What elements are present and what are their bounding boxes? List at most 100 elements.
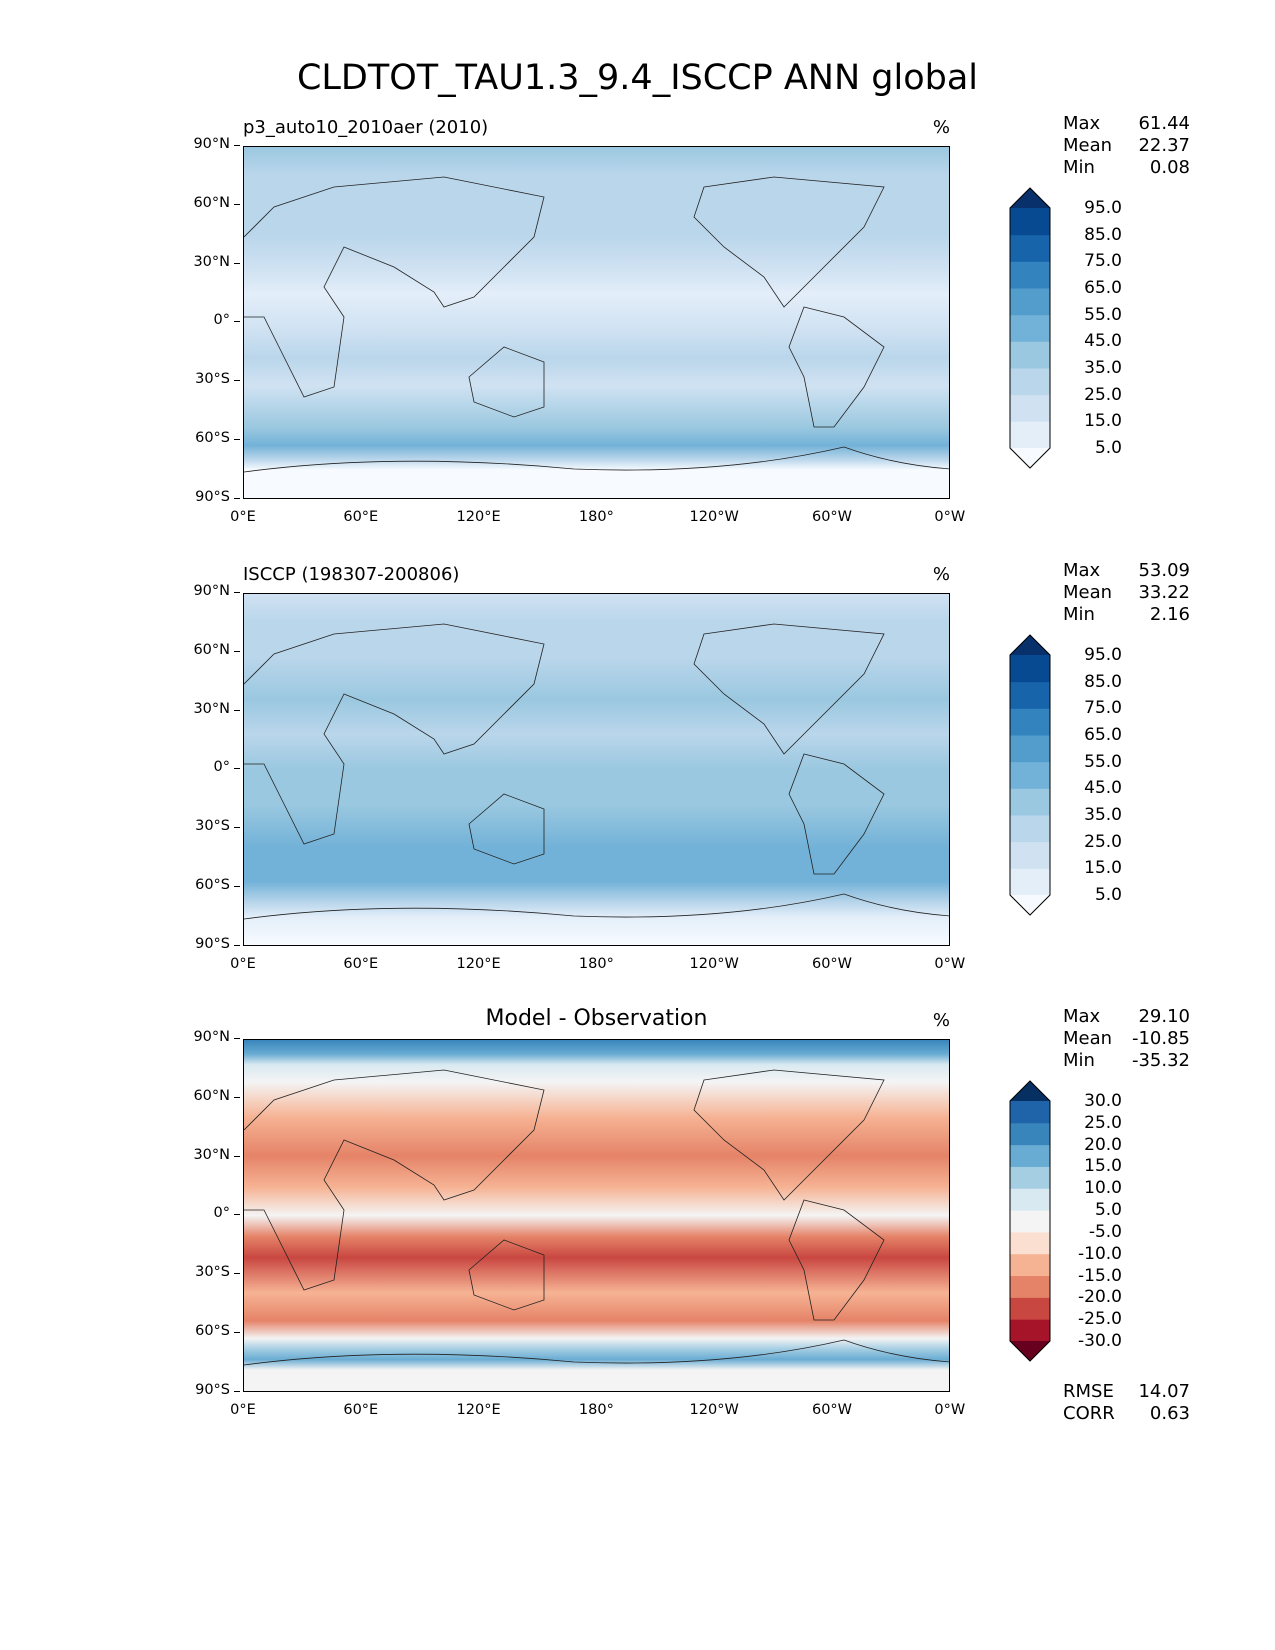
stat-value: 0.63 [1149, 1403, 1190, 1424]
colorbar-bin [1010, 1275, 1050, 1298]
min-stat: Min 2.16 [1063, 604, 1190, 626]
colorbar [1009, 634, 1051, 916]
colorbar-tick-label: 5.0 [1094, 1200, 1122, 1221]
colorbar-tick-label: 35.0 [1084, 805, 1122, 825]
map-panel [243, 146, 950, 499]
y-tick-label: 30°N [193, 1146, 240, 1163]
x-tick-label: 60°W [811, 956, 853, 972]
x-tick-label: 0°E [230, 509, 256, 525]
stat-value: -35.32 [1131, 1050, 1190, 1071]
colorbar [1008, 1079, 1053, 1367]
stat-label: Mean [1063, 135, 1113, 156]
colorbar-tick-label: 95.0 [1084, 645, 1122, 665]
colorbar-bin [1010, 1231, 1050, 1255]
y-tick-label: 30°S [195, 1264, 240, 1281]
y-tick-label: 90°S [195, 1381, 240, 1398]
mean-stat: Mean -10.85 [1063, 1028, 1190, 1050]
stat-value: 2.16 [1149, 604, 1190, 625]
y-tick-label: 60°S [195, 877, 240, 893]
colorbar-tick-label: 35.0 [1084, 358, 1122, 378]
colorbar-tick-label: -5.0 [1088, 1221, 1122, 1242]
y-tick-label: 30°S [195, 818, 240, 835]
y-tick-label: 60°N [193, 641, 240, 658]
colorbar-extend-min [1010, 448, 1050, 468]
colorbar-bin [1010, 868, 1050, 896]
x-tick-label: 0°E [230, 1402, 256, 1418]
coastlines [244, 623, 949, 920]
colorbar-bin [1010, 314, 1050, 342]
stat-label: CORR [1063, 1403, 1115, 1424]
stat-value: 22.37 [1138, 135, 1190, 156]
x-tick-label: 0°W [934, 509, 966, 525]
y-tick-label: 90°S [195, 488, 240, 505]
colorbar-tick-label: -25.0 [1078, 1309, 1122, 1330]
colorbar [1008, 633, 1053, 921]
stat-value: 14.07 [1138, 1381, 1190, 1402]
stats-box: Max 53.09 Mean 33.22 Min 2.16 [1063, 560, 1190, 626]
colorbar-tick-label: -30.0 [1078, 1331, 1122, 1351]
max-stat: Max 29.10 [1063, 1006, 1190, 1028]
colorbar-bin [1010, 815, 1050, 843]
y-tick-label: 30°S [195, 371, 240, 388]
colorbar-bin [1010, 394, 1050, 422]
x-tick-label: 60°E [343, 956, 379, 972]
x-tick-label: 120°E [456, 956, 501, 972]
colorbar-tick-label: 30.0 [1084, 1091, 1122, 1111]
colorbar-extend-min [1010, 895, 1050, 915]
colorbar-tick-label: -20.0 [1078, 1287, 1122, 1308]
x-tick-label: 120°E [456, 1402, 501, 1418]
rmse-stat: RMSE 14.07 [1063, 1381, 1190, 1403]
x-tick-label: 180° [578, 509, 614, 525]
x-tick-label: 0°W [934, 956, 966, 972]
y-tick-label: 30°N [193, 253, 240, 270]
x-tick-label: 0°W [934, 1402, 966, 1418]
colorbar-bin [1010, 735, 1050, 763]
x-tick-label: 60°W [811, 509, 853, 525]
stat-label: Mean [1063, 582, 1113, 603]
colorbar-tick-label: 15.0 [1084, 858, 1122, 879]
stats-box: Max 29.10 Mean -10.85 Min -35.32 [1063, 1006, 1190, 1072]
y-tick-label: 90°N [193, 136, 240, 152]
stat-value: 29.10 [1138, 1006, 1190, 1027]
figure-title: CLDTOT_TAU1.3_9.4_ISCCP ANN global [296, 58, 979, 98]
colorbar-tick-label: 15.0 [1084, 411, 1122, 432]
colorbar-bin [1010, 681, 1050, 709]
x-tick-label: 180° [578, 1402, 614, 1418]
colorbar-tick-label: 75.0 [1084, 698, 1122, 719]
colorbar-bin [1010, 1297, 1050, 1320]
x-tick-label: 180° [578, 956, 614, 972]
colorbar-bin [1010, 708, 1050, 736]
stat-label: Max [1063, 1006, 1101, 1027]
colorbar-tick-label: -10.0 [1078, 1243, 1122, 1264]
y-tick-label: 30°N [193, 700, 240, 717]
colorbar-tick-label: 5.0 [1094, 885, 1122, 905]
y-tick-label: 60°S [195, 1323, 240, 1339]
coastlines [244, 176, 949, 473]
stat-value: -10.85 [1131, 1028, 1190, 1049]
metrics-box: RMSE 14.07 CORR 0.63 [1063, 1381, 1190, 1425]
colorbar-tick-label: 85.0 [1084, 224, 1122, 245]
stat-label: Min [1063, 604, 1095, 625]
x-tick-label: 60°E [343, 1402, 379, 1418]
colorbar-bin [1010, 341, 1050, 369]
colorbar-bin [1010, 1188, 1050, 1211]
unit-label: % [932, 117, 950, 138]
colorbar-tick-label: 25.0 [1084, 831, 1122, 852]
min-stat: Min -35.32 [1063, 1050, 1190, 1072]
colorbar [1008, 186, 1053, 474]
colorbar-tick-label: 45.0 [1084, 331, 1122, 352]
colorbar-tick-label: 15.0 [1084, 1156, 1122, 1177]
colorbar-tick-label: 5.0 [1094, 438, 1122, 458]
colorbar-bin [1010, 788, 1050, 816]
x-tick-label: 0°E [230, 956, 256, 972]
colorbar-tick-label: 65.0 [1084, 278, 1122, 298]
stat-value: 0.08 [1149, 157, 1190, 178]
colorbar-bin [1010, 1166, 1050, 1189]
max-stat: Max 61.44 [1063, 113, 1190, 135]
y-tick-label: 90°S [195, 935, 240, 952]
stats-box: Max 61.44 Mean 22.37 Min 0.08 [1063, 113, 1190, 179]
map-panel [243, 593, 950, 946]
y-tick-label: 0° [213, 759, 241, 776]
y-tick-label: 60°N [193, 194, 240, 211]
